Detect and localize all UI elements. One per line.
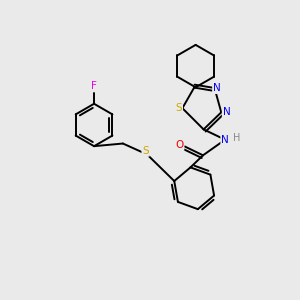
Text: H: H <box>232 133 240 143</box>
Text: F: F <box>91 81 97 91</box>
Text: S: S <box>142 146 149 156</box>
Text: N: N <box>221 135 229 145</box>
Text: S: S <box>176 103 182 113</box>
Text: N: N <box>213 83 221 93</box>
Text: O: O <box>175 140 184 150</box>
Text: N: N <box>223 107 230 117</box>
